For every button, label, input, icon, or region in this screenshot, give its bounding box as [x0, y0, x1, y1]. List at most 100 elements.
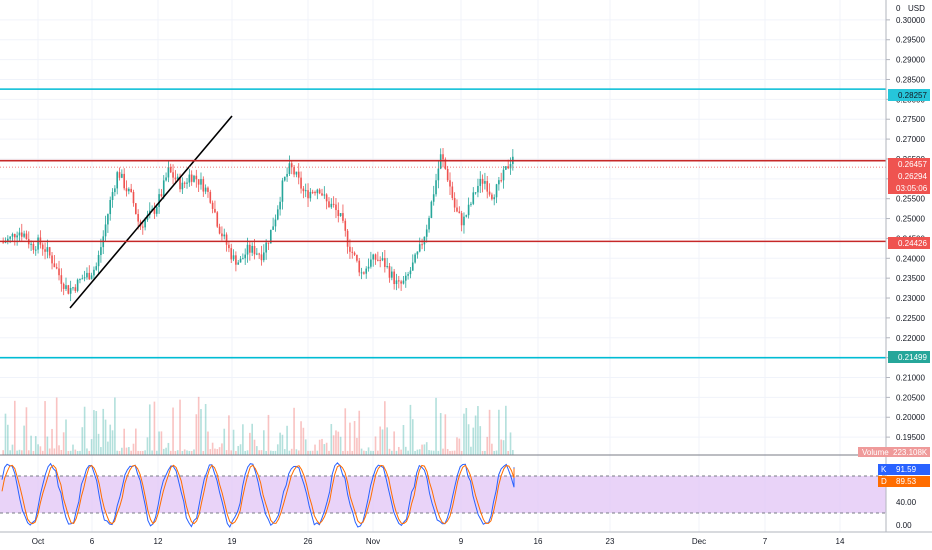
price-tick-label: 0.20000 — [896, 413, 925, 422]
volume-bar — [498, 409, 500, 455]
volume-bar — [414, 450, 416, 455]
candle-body — [400, 281, 402, 284]
candle-body — [265, 242, 267, 253]
volume-bar — [190, 451, 193, 455]
candle-body — [339, 213, 342, 217]
candle-body — [318, 189, 321, 194]
volume-bar — [449, 450, 451, 455]
volume-bar — [323, 444, 326, 455]
candle-body — [60, 275, 63, 284]
price-tick-label: 0.25500 — [896, 195, 925, 204]
candle-body — [214, 208, 216, 213]
price-axis[interactable]: 0.300000.295000.290000.285000.280000.275… — [886, 16, 925, 442]
trend-line[interactable] — [69, 115, 233, 309]
candle-body — [432, 194, 435, 202]
candle-body — [95, 266, 98, 270]
volume-bar — [295, 449, 298, 455]
candle-body — [467, 204, 470, 216]
volume-bar — [442, 448, 444, 455]
resistance-tag-bg — [888, 158, 930, 170]
candle-body — [197, 179, 200, 185]
candle-body — [11, 234, 14, 237]
volume-bar — [102, 408, 105, 455]
candle-body — [360, 272, 363, 274]
volume-bar — [46, 436, 49, 455]
volume-bar — [351, 450, 354, 455]
volume-bar — [151, 450, 153, 455]
candle-body — [4, 241, 7, 243]
candle-body — [13, 234, 16, 238]
candle-body — [62, 283, 65, 289]
volume-bar — [114, 397, 116, 455]
time-tick-label: Oct — [32, 537, 45, 546]
candle-body — [418, 244, 421, 252]
candle-body — [186, 182, 188, 184]
candle-body — [463, 216, 465, 226]
candle-body — [498, 180, 500, 185]
candle-body — [488, 191, 491, 195]
candle-body — [211, 202, 214, 209]
volume-bar — [162, 448, 165, 455]
candle-body — [442, 154, 444, 160]
horizontal-levels[interactable] — [0, 88, 886, 359]
volume-bar — [18, 449, 21, 455]
volume-bar — [216, 449, 219, 455]
volume-bar — [388, 448, 391, 455]
volume-bar — [360, 448, 363, 455]
candle-body — [195, 175, 198, 180]
volume-bar — [276, 444, 279, 455]
candle-body — [179, 176, 181, 190]
candle-body — [302, 188, 305, 192]
price-tick-label: 0.19500 — [896, 433, 925, 442]
candle-body — [216, 212, 219, 227]
d-value: 89.53 — [896, 477, 917, 486]
volume-bar — [302, 427, 305, 455]
candle-body — [358, 260, 361, 273]
volume-bar — [237, 445, 240, 455]
volume-bar — [400, 449, 402, 455]
volume-bar — [391, 450, 393, 455]
volume-bar — [76, 451, 79, 455]
currency-label[interactable]: USD — [908, 4, 925, 13]
volume-bar — [144, 450, 146, 455]
volume-bar — [467, 424, 470, 455]
volume-bar — [86, 448, 88, 455]
time-axis[interactable]: Oct 6 12 19 26 Nov 9 16 23 Dec 7 14 — [32, 537, 845, 546]
volume-bar — [330, 424, 333, 455]
candle-body — [93, 269, 95, 276]
candle-body — [100, 247, 102, 256]
volume-bar — [446, 448, 449, 455]
volume-bar — [435, 397, 437, 455]
time-tick-label: 26 — [304, 537, 313, 546]
volume-bar — [230, 450, 233, 455]
volume-bar — [195, 414, 198, 455]
volume-bar — [290, 448, 293, 455]
current-price-tag-bg — [888, 170, 930, 182]
candle-body — [162, 180, 165, 197]
candle-body — [260, 254, 263, 261]
candle-body — [388, 266, 391, 278]
volume-bar — [346, 450, 349, 455]
candle-body — [281, 180, 284, 202]
candle-body — [107, 214, 109, 225]
candle-body — [135, 203, 137, 215]
time-tick-label: 7 — [763, 537, 768, 546]
candle-body — [116, 172, 119, 189]
volume-bar — [423, 444, 426, 455]
candle-body — [409, 270, 412, 275]
candle-body — [353, 252, 356, 255]
stoch-d-line — [1, 464, 515, 525]
volume-bar — [223, 428, 226, 455]
candle-body — [272, 226, 274, 230]
price-tick-label: 0.23500 — [896, 274, 925, 283]
price-tick-label: 0.27000 — [896, 135, 925, 144]
candle-body — [48, 247, 51, 256]
candle-body — [90, 275, 93, 280]
k-value: 91.59 — [896, 465, 917, 474]
volume-bar — [335, 430, 337, 455]
candle-body — [176, 176, 179, 180]
volume-bar — [332, 435, 335, 455]
candle-body — [109, 199, 112, 215]
upper-cyan-tag: 0.28257 — [898, 91, 927, 100]
